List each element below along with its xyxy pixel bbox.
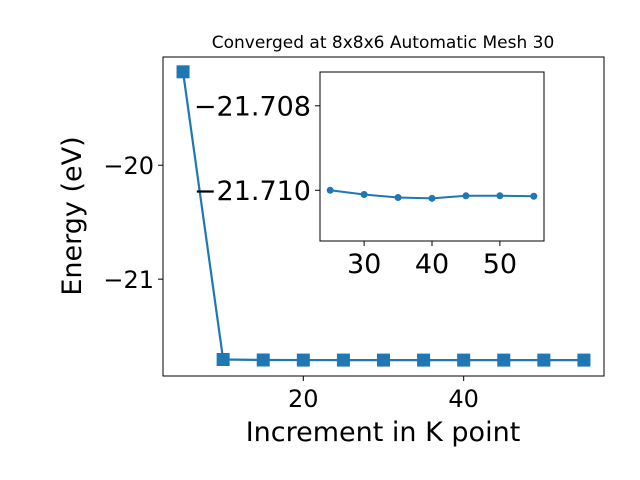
main-y-tick-label-0: −21 (103, 266, 154, 294)
main-series (176, 65, 591, 367)
main-chart: Converged at 8x8x6 Automatic Mesh 30 20 4… (57, 33, 605, 448)
main-y-tick-label-1: −20 (103, 152, 154, 180)
inset-y-tick-label-0: −21.710 (194, 176, 311, 207)
main-point-8 (497, 353, 511, 367)
main-point-3 (296, 353, 310, 367)
main-point-2 (256, 353, 270, 367)
main-point-7 (457, 353, 471, 367)
inset-point-3 (428, 194, 436, 202)
x-axis-label: Increment in K point (246, 417, 521, 448)
inset-x-tick-label-1: 40 (415, 249, 449, 280)
inset-point-6 (530, 192, 538, 200)
inset-point-4 (462, 192, 470, 200)
inset-chart: 30 40 50 −21.710 −21.708 (194, 71, 545, 280)
inset-series (326, 186, 538, 202)
main-point-0 (176, 65, 190, 79)
main-y-axis: −21 −20 (103, 152, 163, 294)
main-point-10 (577, 353, 591, 367)
main-point-5 (377, 353, 390, 367)
inset-y-axis: −21.710 −21.708 (194, 92, 320, 207)
main-x-tick-label-0: 20 (288, 385, 319, 413)
inset-x-tick-label-2: 50 (483, 249, 517, 280)
inset-x-axis: 30 40 50 (347, 241, 517, 280)
main-x-tick-label-1: 40 (448, 385, 479, 413)
inset-point-1 (360, 191, 368, 199)
inset-point-5 (496, 192, 504, 200)
main-plot-frame (162, 56, 605, 377)
inset-plot-frame (319, 71, 545, 242)
inset-point-2 (394, 193, 402, 201)
main-point-1 (216, 352, 230, 366)
chart-title: Converged at 8x8x6 Automatic Mesh 30 (212, 33, 555, 53)
inset-point-0 (326, 186, 334, 194)
y-axis-label: Energy (eV) (57, 136, 88, 295)
main-point-6 (417, 353, 431, 367)
inset-y-tick-label-1: −21.708 (194, 92, 311, 123)
inset-x-tick-label-0: 30 (347, 249, 381, 280)
main-x-axis: 20 40 (288, 376, 479, 413)
main-point-4 (336, 353, 350, 367)
main-point-9 (537, 353, 551, 367)
